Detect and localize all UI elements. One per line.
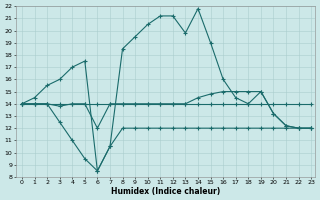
X-axis label: Humidex (Indice chaleur): Humidex (Indice chaleur) [111, 187, 220, 196]
